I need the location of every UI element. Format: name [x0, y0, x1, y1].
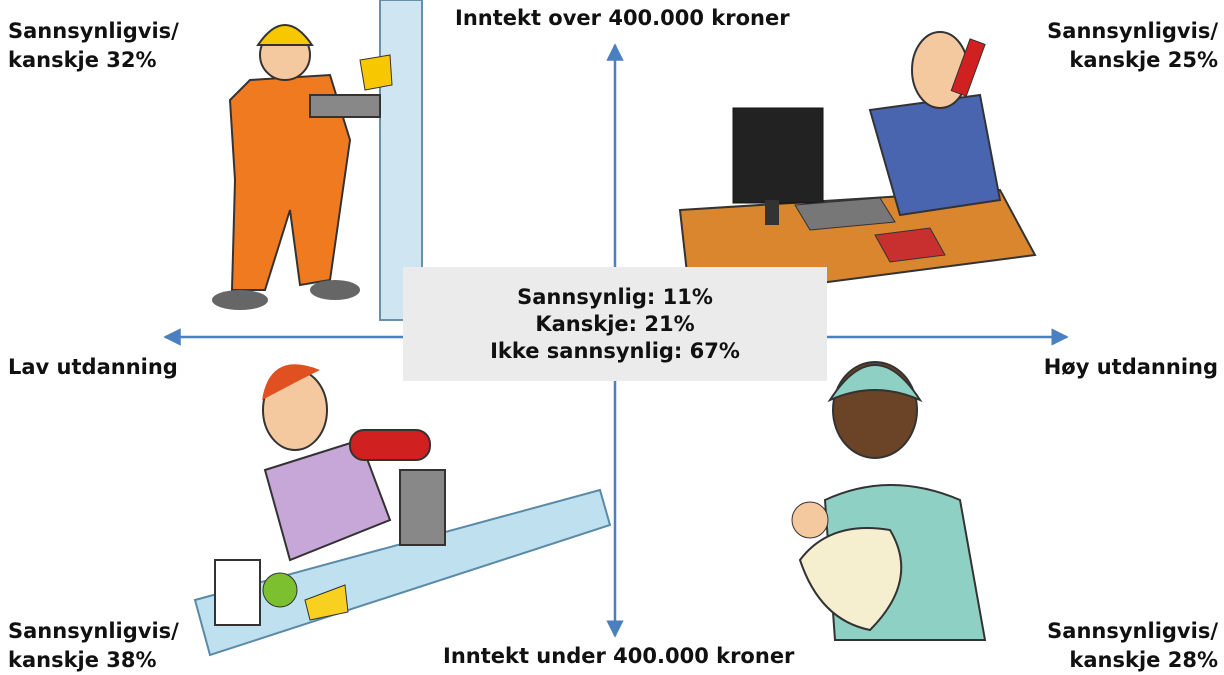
corner-label: Sannsynligvis/kanskje 38% — [8, 617, 179, 675]
corner-line: Sannsynligvis/ — [1047, 19, 1218, 43]
corner-line: kanskje 28% — [1069, 648, 1218, 672]
corner-label: Sannsynligvis/kanskje 32% — [8, 17, 179, 75]
corner-label: Sannsynligvis/kanskje 28% — [1047, 617, 1218, 675]
corner-line: kanskje 32% — [8, 48, 157, 72]
cashier-illustration — [193, 364, 612, 657]
center-line: Sannsynlig: 11% — [517, 284, 713, 309]
axis-label-top: Inntekt over 400.000 kroner — [455, 6, 790, 30]
corner-line: Sannsynligvis/ — [8, 19, 179, 43]
corner-line: Sannsynligvis/ — [8, 619, 179, 643]
center-box: Sannsynlig: 11% Kanskje: 21% Ikke sannsy… — [403, 267, 827, 381]
center-line: Ikke sannsynlig: 67% — [490, 338, 740, 363]
corner-line: Sannsynligvis/ — [1047, 619, 1218, 643]
corner-label: Sannsynligvis/kanskje 25% — [1047, 17, 1218, 75]
axis-label-right: Høy utdanning — [1043, 355, 1218, 379]
corner-line: kanskje 38% — [8, 648, 157, 672]
nurse-illustration — [791, 361, 987, 641]
axis-label-bottom: Inntekt under 400.000 kroner — [443, 644, 795, 668]
center-line: Kanskje: 21% — [535, 311, 695, 336]
axis-label-left: Lav utdanning — [8, 355, 178, 379]
businessman-illustration — [678, 31, 1037, 302]
corner-line: kanskje 25% — [1069, 48, 1218, 72]
worker-illustration — [212, 0, 423, 321]
